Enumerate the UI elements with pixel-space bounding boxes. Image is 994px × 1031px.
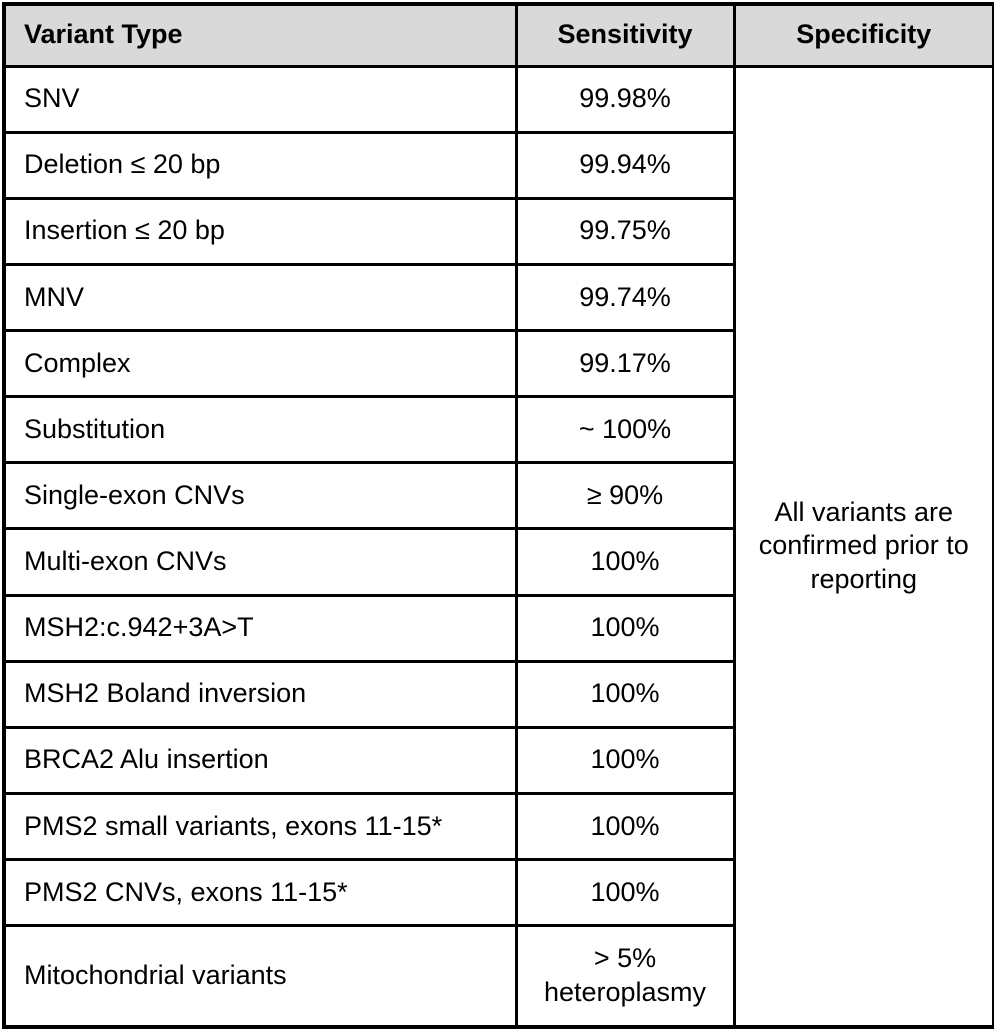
- table-row: PMS2 small variants, exons 11-15* 100%: [2, 791, 994, 862]
- sensitivity-cell: ~ 100%: [514, 395, 736, 465]
- variant-type-cell: Deletion ≤ 20 bp: [2, 130, 518, 200]
- table-row: Single-exon CNVs ≥ 90%: [2, 461, 994, 531]
- table-row: Multi-exon CNVs 100%: [2, 527, 994, 597]
- variant-type-cell: PMS2 CNVs, exons 11-15*: [2, 857, 518, 928]
- variant-type-cell: Multi-exon CNVs: [2, 527, 518, 597]
- variant-type-header: Variant Type: [2, 2, 518, 68]
- table-row: MSH2:c.942+3A>T 100%: [2, 593, 994, 663]
- table-row: MSH2 Boland inversion 100%: [2, 659, 994, 729]
- variant-type-cell: Substitution: [2, 395, 518, 465]
- specificity-header: Specificity: [732, 2, 994, 68]
- table-row: Substitution ~ 100%: [2, 395, 994, 465]
- variant-type-cell: BRCA2 Alu insertion: [2, 725, 518, 795]
- table-row: BRCA2 Alu insertion 100%: [2, 725, 994, 795]
- sensitivity-cell: 99.17%: [514, 328, 736, 399]
- variant-type-cell: MSH2:c.942+3A>T: [2, 593, 518, 663]
- variant-type-cell: Insertion ≤ 20 bp: [2, 196, 518, 266]
- sensitivity-cell: 100%: [514, 527, 736, 597]
- sensitivity-cell: 99.94%: [514, 130, 736, 200]
- sensitivity-cell: 99.98%: [514, 64, 736, 134]
- variant-type-cell: Single-exon CNVs: [2, 461, 518, 531]
- sensitivity-cell: 100%: [514, 659, 736, 729]
- sensitivity-cell: 100%: [514, 725, 736, 795]
- table-row: Deletion ≤ 20 bp 99.94%: [2, 130, 994, 200]
- sensitivity-header: Sensitivity: [514, 2, 736, 68]
- sensitivity-cell: 99.74%: [514, 262, 736, 333]
- sensitivity-cell: 100%: [514, 857, 736, 928]
- variant-type-cell: SNV: [2, 64, 518, 134]
- variant-type-cell: MSH2 Boland inversion: [2, 659, 518, 729]
- variant-type-cell: Complex: [2, 328, 518, 399]
- variant-type-cell: PMS2 small variants, exons 11-15*: [2, 791, 518, 862]
- sensitivity-cell: 99.75%: [514, 196, 736, 266]
- table-row: SNV 99.98% All variants are confirmed pr…: [2, 64, 994, 1029]
- sensitivity-cell: ≥ 90%: [514, 461, 736, 531]
- table-row: Mitochondrial variants > 5% heteroplasmy: [2, 924, 994, 1029]
- table-row: PMS2 CNVs, exons 11-15* 100%: [2, 857, 994, 928]
- variant-type-cell: Mitochondrial variants: [2, 924, 518, 1029]
- table-row: MNV 99.74%: [2, 262, 994, 333]
- sensitivity-cell: 100%: [514, 593, 736, 663]
- table-row: Insertion ≤ 20 bp 99.75%: [2, 196, 994, 266]
- table-row: Complex 99.17%: [2, 328, 994, 399]
- sensitivity-cell: 100%: [514, 791, 736, 862]
- specificity-merged-cell: All variants are confirmed prior to repo…: [732, 64, 994, 1029]
- variant-type-cell: MNV: [2, 262, 518, 333]
- header-row: Variant Type Sensitivity Specificity: [2, 2, 994, 68]
- sensitivity-cell: > 5% heteroplasmy: [514, 924, 736, 1029]
